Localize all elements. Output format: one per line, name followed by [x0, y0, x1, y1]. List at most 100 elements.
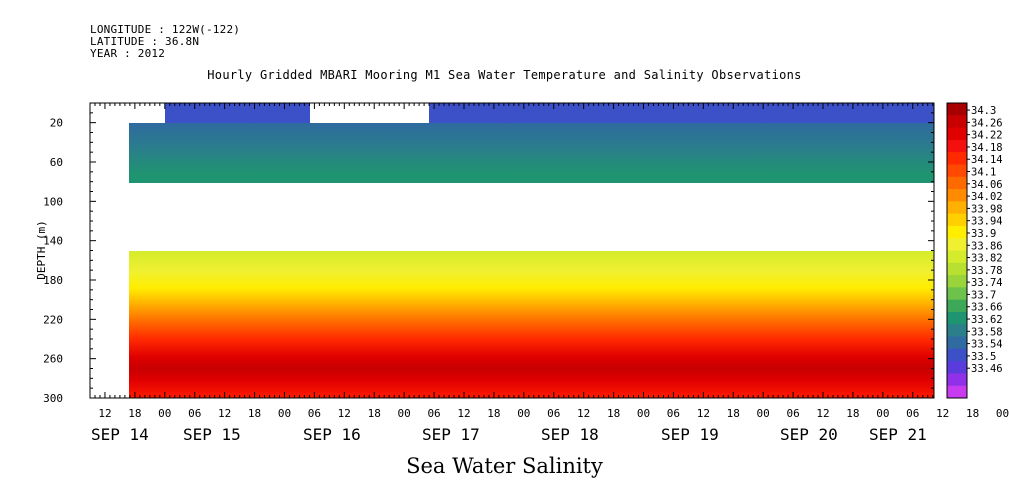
colorbar-label: 33.7 — [971, 289, 996, 301]
colorbar-label: 33.5 — [971, 351, 996, 363]
colorbar-swatch — [947, 250, 967, 264]
colorbar-label: 33.9 — [971, 228, 996, 240]
x-hour-label: 12 — [816, 407, 829, 420]
x-hour-label: 00 — [996, 407, 1009, 420]
x-axis-label: Sea Water Salinity — [406, 454, 603, 478]
colorbar-label: 34.3 — [971, 105, 996, 117]
x-hour-label: 00 — [637, 407, 650, 420]
y-tick-label: 100 — [43, 195, 63, 208]
colorbar-label: 34.14 — [971, 154, 1003, 166]
y-tick-label: 300 — [43, 392, 63, 405]
colorbar-swatch — [947, 152, 967, 165]
x-hour-label: 06 — [667, 407, 680, 420]
x-hour-label: 06 — [547, 407, 560, 420]
colorbar-swatch — [947, 139, 967, 153]
colorbar-label: 33.98 — [971, 203, 1003, 215]
x-hour-label: 06 — [786, 407, 799, 420]
x-hour-label: 12 — [218, 407, 231, 420]
colorbar-label: 34.1 — [971, 167, 996, 179]
colorbar-label: 34.02 — [971, 191, 1003, 203]
colorbar-swatch — [947, 225, 967, 239]
y-axis: 20 60 100 140 180 220 260 300 — [43, 112, 934, 405]
x-hour-label: 12 — [338, 407, 351, 420]
surface-salinity-band-b — [429, 103, 934, 123]
x-day-label: SEP 14 — [91, 425, 149, 444]
colorbar-swatch — [947, 299, 967, 313]
x-hour-label: 06 — [906, 407, 919, 420]
colorbar-swatch — [947, 176, 967, 190]
colorbar-swatch — [947, 213, 967, 227]
y-axis-label: DEPTH (m) — [35, 220, 48, 280]
surface-salinity-band-a — [165, 103, 310, 123]
colorbar-label: 33.82 — [971, 253, 1003, 265]
x-day-label: SEP 16 — [303, 425, 361, 444]
x-day-label: SEP 21 — [869, 425, 927, 444]
colorbar-swatch — [947, 115, 967, 129]
colorbar-label: 33.66 — [971, 302, 1003, 314]
colorbar-swatch — [947, 262, 967, 276]
y-tick-label: 20 — [50, 117, 63, 130]
colorbar-swatch — [947, 189, 967, 202]
colorbar-swatch — [947, 385, 967, 399]
colorbar-swatch — [947, 324, 967, 338]
x-hour-label: 00 — [158, 407, 171, 420]
colorbar-swatch — [947, 238, 967, 251]
x-hour-label: 18 — [846, 407, 859, 420]
colorbar-label: 34.06 — [971, 179, 1003, 191]
x-hour-label: 00 — [757, 407, 770, 420]
colorbar-label: 33.78 — [971, 265, 1003, 277]
x-hour-label: 00 — [517, 407, 530, 420]
colorbar-label: 33.74 — [971, 277, 1003, 289]
x-hour-label: 18 — [487, 407, 500, 420]
x-hour-label: 06 — [188, 407, 201, 420]
latitude-label: LATITUDE : 36.8N — [90, 35, 200, 48]
y-tick-label: 180 — [43, 274, 63, 287]
x-hour-label: 00 — [278, 407, 291, 420]
x-hour-label: 00 — [876, 407, 889, 420]
x-hour-label: 00 — [398, 407, 411, 420]
chart-title: Hourly Gridded MBARI Mooring M1 Sea Wate… — [207, 68, 802, 82]
x-hour-label: 18 — [368, 407, 381, 420]
colorbar-label: 33.94 — [971, 216, 1003, 228]
x-day-label: SEP 19 — [661, 425, 719, 444]
x-hour-label: 06 — [308, 407, 321, 420]
colorbar-swatch — [947, 164, 967, 178]
x-hour-label: 18 — [727, 407, 740, 420]
x-hour-label: 12 — [577, 407, 590, 420]
x-hour-label: 18 — [248, 407, 261, 420]
colorbar-frame — [946, 102, 968, 399]
y-tick-label: 60 — [50, 156, 63, 169]
x-hour-label: 12 — [98, 407, 111, 420]
x-axis: 12 18 00 06 12 18 00 06 12 18 00 06 12 18 00 06 12 18 00 06… — [89, 103, 1009, 444]
colorbar-label: 33.58 — [971, 326, 1003, 338]
year-label: YEAR : 2012 — [90, 47, 166, 60]
x-hour-label: 18 — [966, 407, 979, 420]
colorbar-swatch — [947, 201, 967, 215]
colorbar-label: 33.62 — [971, 314, 1003, 326]
x-day-label: SEP 20 — [780, 425, 838, 444]
colorbar-label: 33.86 — [971, 240, 1003, 252]
y-tick-label: 220 — [43, 313, 63, 326]
x-hour-label: 06 — [427, 407, 440, 420]
colorbar-label: 34.22 — [971, 130, 1003, 142]
x-hour-label: 18 — [607, 407, 620, 420]
upper-salinity-field — [129, 123, 934, 183]
colorbar: 34.334.2634.2234.1834.1434.134.0634.0233… — [946, 102, 1003, 399]
x-hour-label: 12 — [697, 407, 710, 420]
colorbar-swatch — [947, 361, 967, 374]
y-tick-label: 140 — [43, 235, 63, 248]
x-hour-label: 12 — [936, 407, 949, 420]
longitude-label: LONGITUDE : 122W(-122) — [90, 23, 241, 36]
x-day-label: SEP 18 — [541, 425, 599, 444]
colorbar-swatch — [947, 348, 967, 362]
colorbar-swatch — [947, 373, 967, 387]
colorbar-label: 33.54 — [971, 339, 1003, 351]
colorbar-label: 34.18 — [971, 142, 1003, 154]
colorbar-label: 33.46 — [971, 363, 1003, 375]
colorbar-swatch — [947, 103, 967, 116]
y-tick-label: 260 — [43, 353, 63, 366]
x-hour-label: 18 — [128, 407, 141, 420]
colorbar-swatch — [947, 287, 967, 301]
colorbar-swatch — [947, 311, 967, 325]
